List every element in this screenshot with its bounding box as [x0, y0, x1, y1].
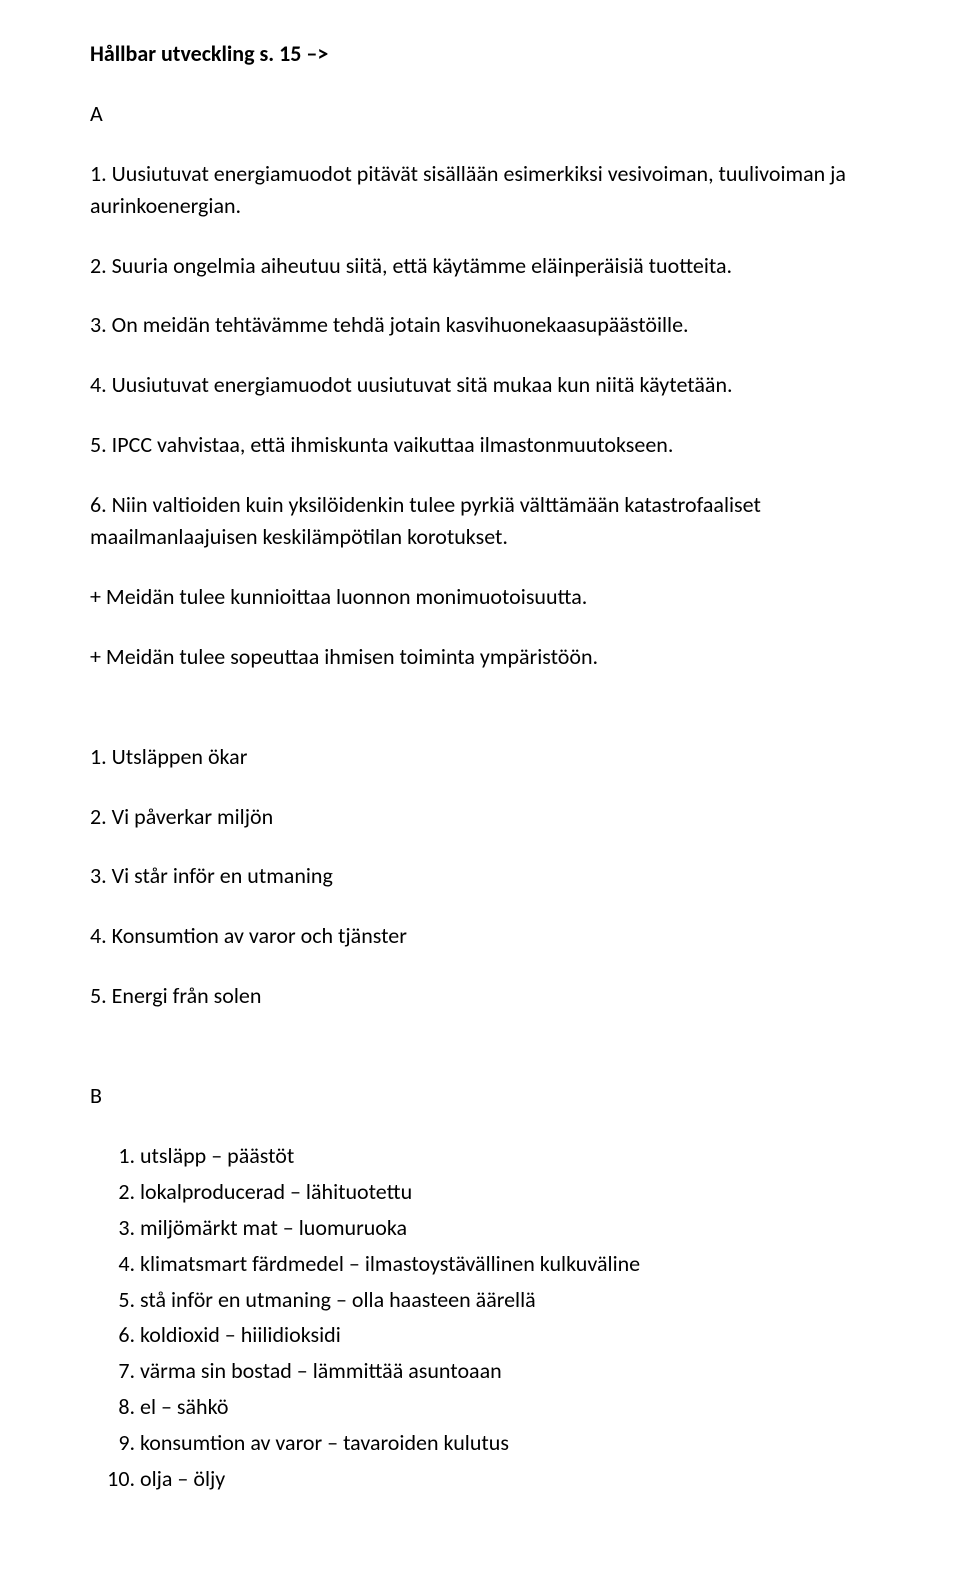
list-item: värma sin bostad – lämmittää asuntoaan — [140, 1355, 870, 1387]
list-item: klimatsmart färdmedel – ilmastoystävälli… — [140, 1248, 870, 1280]
section-b-list: utsläpp – päästöt lokalproducerad – lähi… — [90, 1140, 870, 1495]
section-a-label: A — [90, 98, 870, 130]
list-item: 3. On meidän tehtävämme tehdä jotain kas… — [90, 309, 870, 341]
list-item: miljömärkt mat – luomuruoka — [140, 1212, 870, 1244]
plus-line: + Meidän tulee sopeuttaa ihmisen toimint… — [90, 641, 870, 673]
list-item: konsumtion av varor – tavaroiden kulutus — [140, 1427, 870, 1459]
plus-line: + Meidän tulee kunnioittaa luonnon monim… — [90, 581, 870, 613]
list-item: 1. Utsläppen ökar — [90, 741, 870, 773]
list-item: utsläpp – päästöt — [140, 1140, 870, 1172]
spacer — [90, 1040, 870, 1080]
spacer — [90, 701, 870, 741]
list-item: koldioxid – hiilidioksidi — [140, 1319, 870, 1351]
list-item: 6. Niin valtioiden kuin yksilöidenkin tu… — [90, 489, 870, 553]
section-a-second-list: 1. Utsläppen ökar 2. Vi påverkar miljön … — [90, 741, 870, 1012]
list-item: 5. IPCC vahvistaa, että ihmiskunta vaiku… — [90, 429, 870, 461]
list-item: 4. Uusiutuvat energiamuodot uusiutuvat s… — [90, 369, 870, 401]
section-b-label: B — [90, 1080, 870, 1112]
section-a-numbered-list: 1. Uusiutuvat energiamuodot pitävät sisä… — [90, 158, 870, 553]
list-item: 5. Energi från solen — [90, 980, 870, 1012]
list-item: lokalproducerad – lähituotettu — [140, 1176, 870, 1208]
list-item: 1. Uusiutuvat energiamuodot pitävät sisä… — [90, 158, 870, 222]
list-item: 3. Vi står inför en utmaning — [90, 860, 870, 892]
document-title: Hållbar utveckling s. 15 –> — [90, 38, 870, 70]
list-item: el – sähkö — [140, 1391, 870, 1423]
list-item: 2. Vi påverkar miljön — [90, 801, 870, 833]
list-item: 4. Konsumtion av varor och tjänster — [90, 920, 870, 952]
list-item: olja – öljy — [140, 1463, 870, 1495]
list-item: 2. Suuria ongelmia aiheutuu siitä, että … — [90, 250, 870, 282]
list-item: stå inför en utmaning – olla haasteen ää… — [140, 1284, 870, 1316]
